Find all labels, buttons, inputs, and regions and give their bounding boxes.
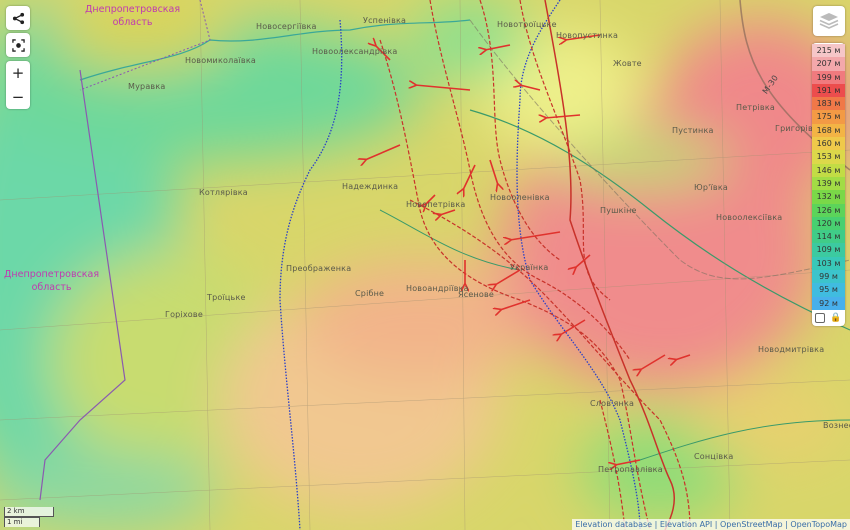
scale-km: 2 km	[4, 507, 54, 517]
place-label: Надеждинка	[342, 182, 399, 191]
place-label: Новомиколаївка	[185, 56, 256, 65]
place-label: Успенівка	[363, 16, 407, 25]
attribution-link[interactable]: Elevation API	[659, 520, 713, 529]
layers-button[interactable]	[813, 6, 845, 36]
place-label: Слов'янка	[590, 399, 635, 408]
place-label: Новодмитрівка	[758, 345, 825, 354]
place-label: Григорівка	[775, 124, 824, 133]
legend-item: 146 м	[812, 163, 845, 177]
place-label: Срібне	[355, 289, 385, 298]
legend-item: 109 м	[812, 243, 845, 257]
region-label: Днепропетровская область	[85, 4, 181, 28]
place-label: Петропавлівка	[598, 465, 663, 474]
legend-item: 215 м	[812, 44, 845, 58]
place-label: Жовте	[613, 59, 642, 68]
place-label: Новотроїцьке	[497, 20, 557, 29]
layers-icon	[819, 13, 839, 29]
legend-checkbox[interactable]	[815, 312, 826, 323]
legend-item: 92 м	[812, 296, 845, 310]
share-icon[interactable]	[6, 6, 30, 30]
zoom-control: + −	[6, 61, 30, 109]
legend-item: 103 м	[812, 256, 845, 271]
place-label: Новосергіївка	[256, 22, 317, 31]
place-label: Українка	[510, 263, 549, 272]
legend-item: 175 м	[812, 110, 845, 124]
lock-icon[interactable]: 🔒	[830, 312, 842, 323]
attribution: Elevation database | Elevation API | Ope…	[572, 519, 850, 530]
legend-item: 207 м	[812, 57, 845, 71]
legend-item: 126 м	[812, 203, 845, 217]
place-label: Новопустинка	[556, 31, 619, 40]
legend-item: 132 м	[812, 190, 845, 204]
zoom-in-button[interactable]: +	[11, 64, 25, 82]
legend-item: 199 м	[812, 70, 845, 84]
legend-item: 183 м	[812, 97, 845, 111]
place-label: Троїцьке	[207, 293, 246, 302]
zoom-out-button[interactable]: −	[11, 88, 25, 106]
attribution-link[interactable]: OpenTopoMap	[790, 520, 847, 529]
legend-footer: 🔒	[812, 310, 845, 323]
legend-item: 191 м	[812, 83, 845, 98]
place-label: Юр'ївка	[694, 183, 728, 192]
place-label: Ясенове	[458, 290, 495, 299]
place-label: Муравка	[128, 82, 166, 91]
place-label: Котлярівка	[199, 188, 248, 197]
legend-item: 160 м	[812, 137, 845, 151]
locate-button[interactable]	[6, 33, 30, 57]
elevation-legend: 215 м 207 м 199 м 191 м 183 м 175 м 168 м 160 м…	[812, 43, 845, 326]
legend-item: 139 м	[812, 176, 845, 191]
place-label: Новопетрівка	[406, 200, 466, 209]
share-button[interactable]	[6, 6, 30, 30]
legend-item: 168 м	[812, 123, 845, 138]
place-label: Сонцівка	[694, 452, 734, 461]
place-label: Пустинка	[672, 126, 714, 135]
locate-icon[interactable]	[6, 33, 30, 57]
legend-item: 99 м	[812, 270, 845, 284]
region-label: Днепропетровская область	[4, 269, 100, 293]
place-label: Новоандріївка	[406, 284, 469, 293]
place-label: Горіхове	[165, 310, 203, 319]
place-label: Вознесенка	[823, 421, 850, 430]
scale-bar: 2 km 1 mi	[4, 507, 54, 527]
place-label: Новоолексіївка	[716, 213, 783, 222]
place-label: Пушкіне	[600, 206, 637, 215]
attribution-link[interactable]: Elevation database	[575, 520, 653, 529]
place-label: Новоолександрівка	[312, 47, 398, 56]
place-label: Петрівка	[736, 103, 775, 112]
legend-item: 120 м	[812, 216, 845, 231]
legend-item: 95 м	[812, 283, 845, 297]
legend-item: 114 м	[812, 230, 845, 244]
attribution-link[interactable]: OpenStreetMap	[720, 520, 783, 529]
place-label: Преображенка	[286, 264, 352, 273]
scale-mi: 1 mi	[4, 517, 40, 527]
place-label: Новооленівка	[490, 193, 550, 202]
legend-item: 153 м	[812, 150, 845, 164]
